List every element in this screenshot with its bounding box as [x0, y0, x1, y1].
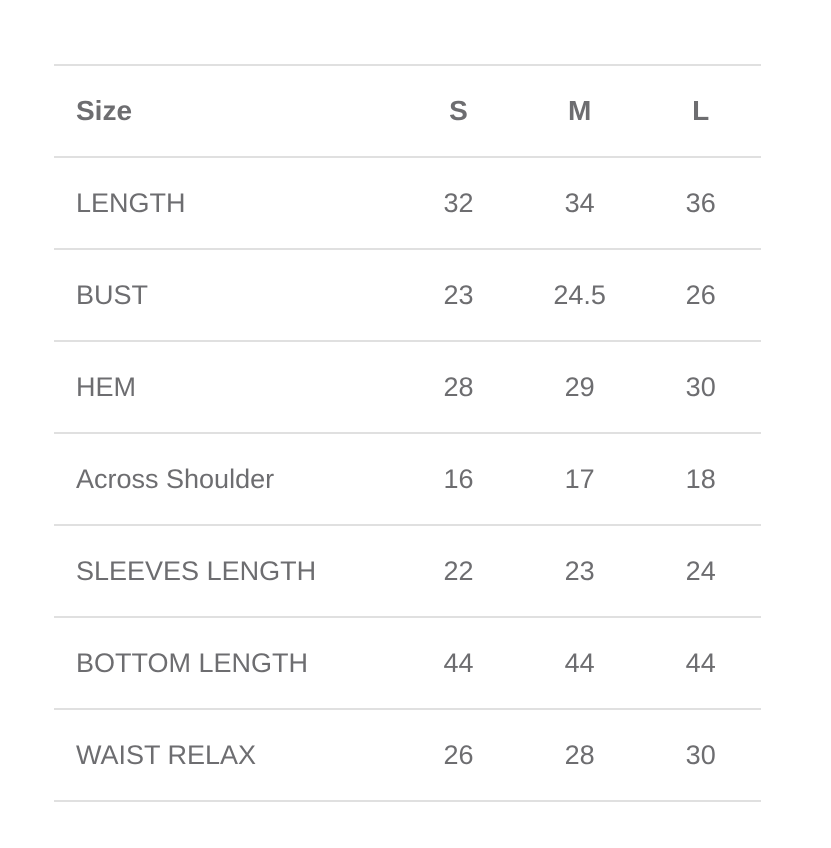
size-s-header: S [449, 95, 468, 126]
value-m: 17 [564, 463, 595, 494]
value-l: 30 [685, 739, 716, 770]
measurement-label: WAIST RELAX [76, 739, 257, 770]
size-m-header: M [567, 95, 592, 126]
value-l: 30 [685, 371, 716, 402]
measurement-label: HEM [76, 371, 136, 402]
table-row: Across Shoulder 16 17 18 [54, 433, 761, 525]
value-s: 26 [443, 739, 474, 770]
table-row: BUST 23 24.5 26 [54, 249, 761, 341]
measurement-label: BOTTOM LENGTH [76, 647, 309, 678]
value-s: 28 [443, 371, 474, 402]
header-row: Size S M L [54, 65, 761, 157]
measurement-label: LENGTH [76, 187, 186, 218]
value-s: 44 [443, 647, 474, 678]
value-s: 32 [443, 187, 474, 218]
value-s: 16 [443, 463, 474, 494]
value-s: 23 [443, 279, 474, 310]
size-l-header: L [692, 95, 710, 126]
value-m: 29 [564, 371, 595, 402]
value-m: 34 [564, 187, 595, 218]
value-l: 24 [685, 555, 716, 586]
value-m: 44 [564, 647, 595, 678]
table-row: BOTTOM LENGTH 44 44 44 [54, 617, 761, 709]
value-m: 28 [564, 739, 595, 770]
measurement-label: SLEEVES LENGTH [76, 555, 317, 586]
size-header: Size [76, 95, 133, 126]
table-row: LENGTH 32 34 36 [54, 157, 761, 249]
value-s: 22 [443, 555, 474, 586]
value-m: 23 [564, 555, 595, 586]
size-chart-table: Size S M L LENGTH 32 34 36 BUST 23 24.5 26 HEM 28… [54, 64, 761, 802]
value-m: 24.5 [553, 279, 606, 310]
table-row: SLEEVES LENGTH 22 23 24 [54, 525, 761, 617]
table-row: WAIST RELAX 26 28 30 [54, 709, 761, 801]
value-l: 36 [685, 187, 716, 218]
value-l: 18 [685, 463, 716, 494]
value-l: 44 [685, 647, 716, 678]
measurement-label: BUST [76, 279, 149, 310]
value-l: 26 [685, 279, 716, 310]
measurement-label: Across Shoulder [76, 463, 275, 494]
table-row: HEM 28 29 30 [54, 341, 761, 433]
